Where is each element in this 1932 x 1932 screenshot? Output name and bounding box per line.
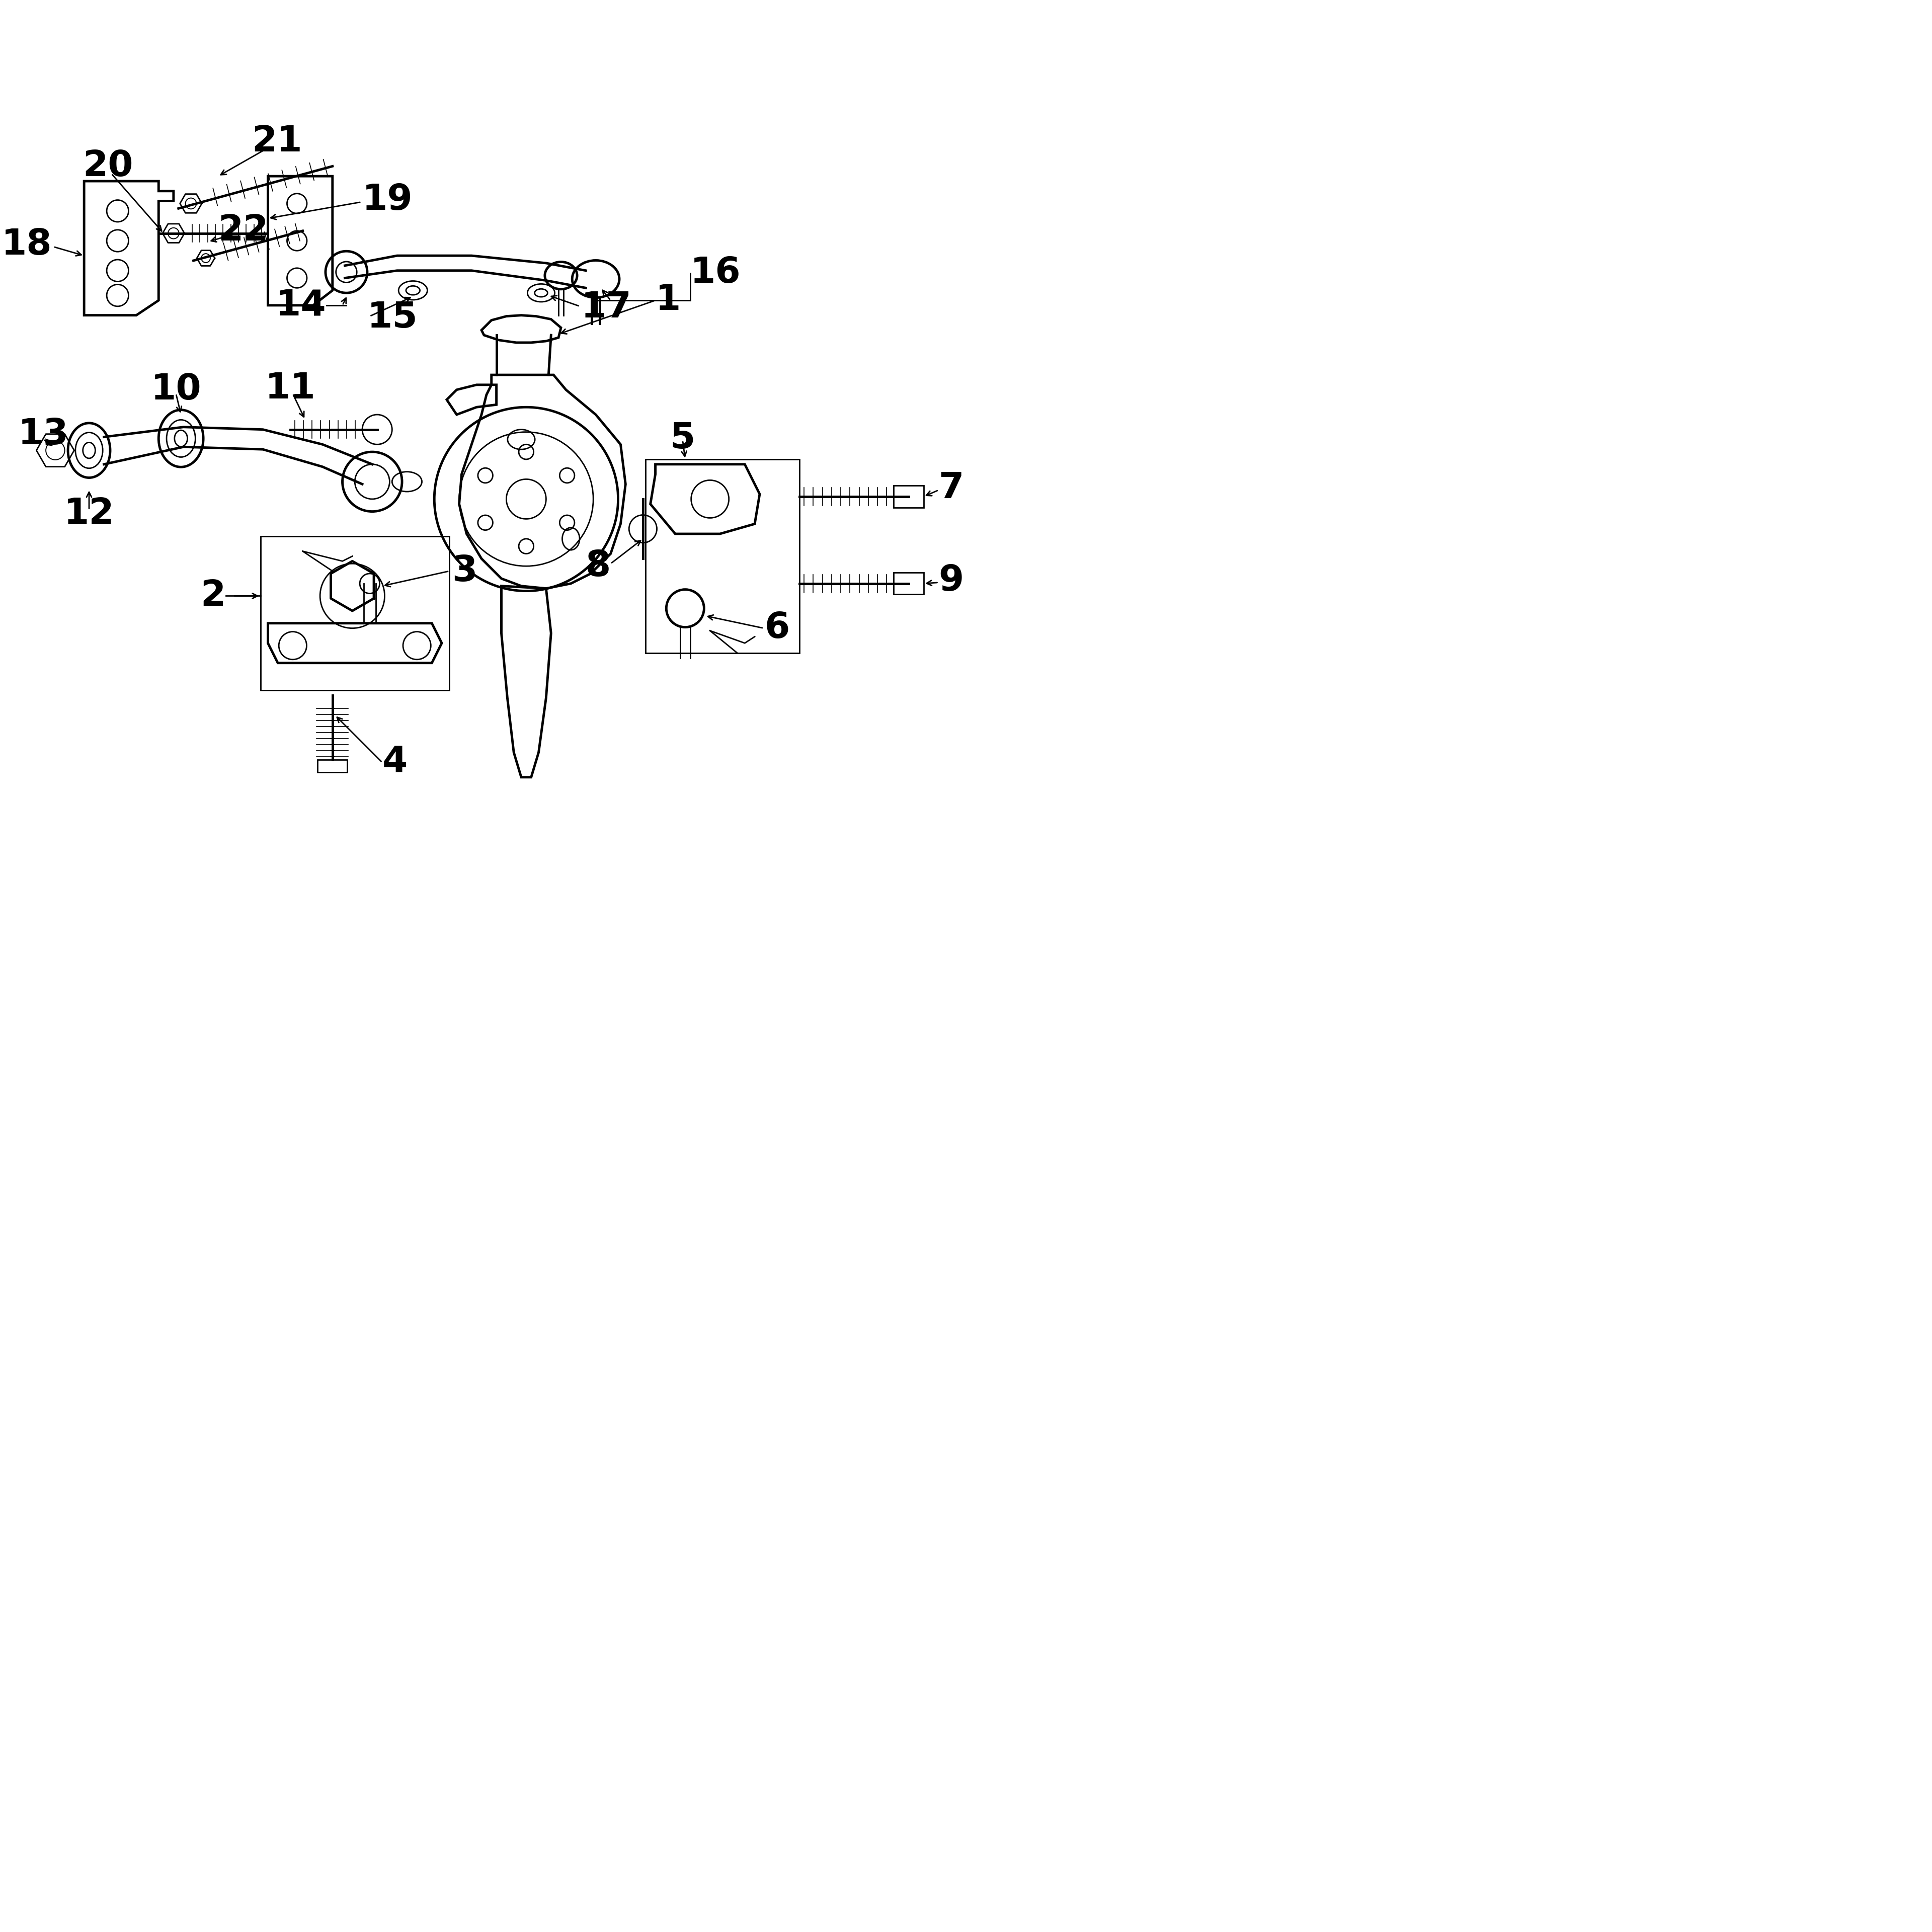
Text: 9: 9: [939, 564, 964, 599]
Text: 22: 22: [218, 213, 269, 247]
Text: 17: 17: [582, 290, 632, 325]
Text: 8: 8: [585, 549, 611, 583]
Text: 12: 12: [64, 497, 114, 531]
Text: 1: 1: [655, 282, 680, 317]
Text: 21: 21: [251, 124, 301, 158]
Text: 2: 2: [201, 578, 226, 612]
Text: 4: 4: [383, 746, 408, 781]
Text: 15: 15: [367, 299, 417, 334]
Text: 3: 3: [452, 554, 477, 589]
Text: 13: 13: [17, 417, 70, 452]
Text: 6: 6: [765, 611, 790, 645]
Text: 16: 16: [690, 255, 740, 290]
Text: 10: 10: [151, 373, 201, 408]
Bar: [645, 460, 800, 653]
Text: 19: 19: [363, 184, 413, 218]
Text: 20: 20: [83, 149, 133, 184]
Text: 7: 7: [939, 471, 964, 506]
Text: 5: 5: [670, 421, 696, 456]
Text: 18: 18: [2, 228, 52, 263]
Bar: [261, 537, 450, 690]
Text: 14: 14: [276, 288, 327, 323]
Text: 11: 11: [265, 371, 315, 406]
